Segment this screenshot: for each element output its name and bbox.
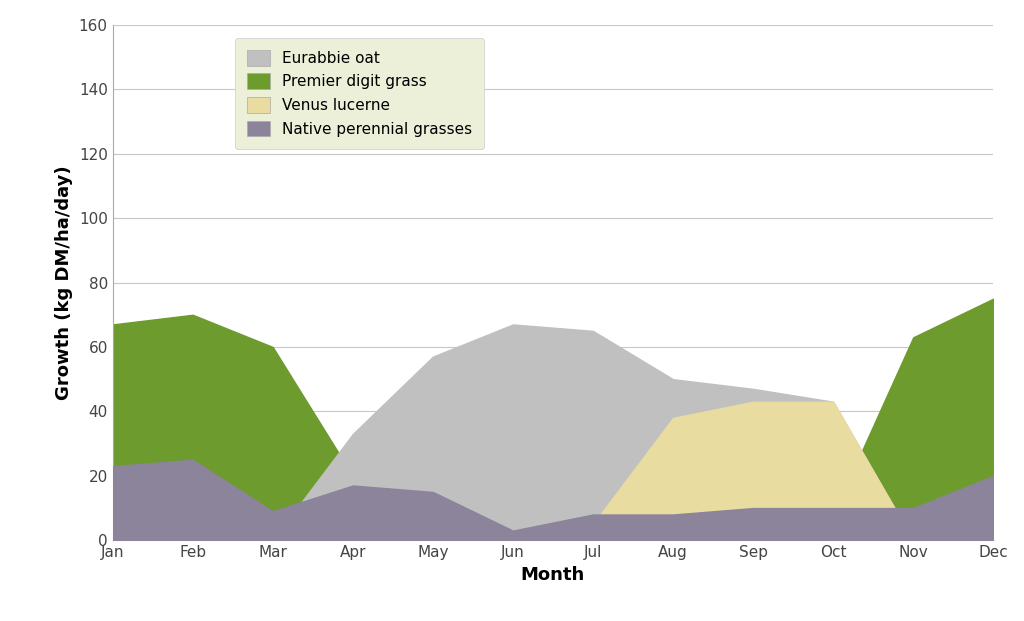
Legend: Eurabbie oat, Premier digit grass, Venus lucerne, Native perennial grasses: Eurabbie oat, Premier digit grass, Venus… <box>234 38 484 149</box>
X-axis label: Month: Month <box>521 566 585 584</box>
Y-axis label: Growth (kg DM/ha/day): Growth (kg DM/ha/day) <box>55 165 74 400</box>
